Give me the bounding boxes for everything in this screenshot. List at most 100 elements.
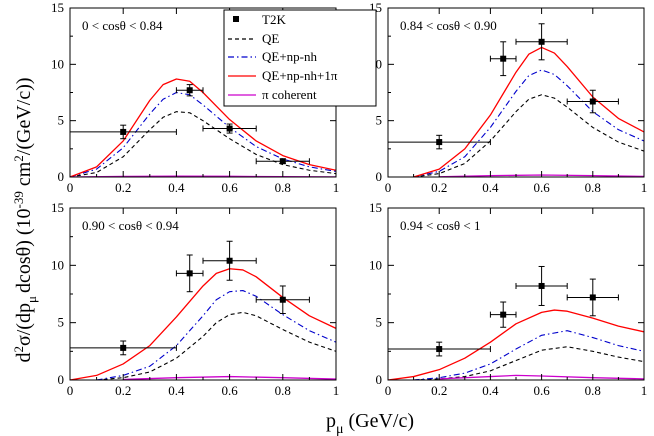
x-tick-label: 0.4 (168, 383, 185, 398)
legend-item-qe-npnh-1pi: QE+np-nh+1π (228, 68, 338, 83)
data-point (202, 123, 257, 134)
data-point (566, 278, 619, 317)
y-tick-label: 15 (51, 200, 64, 215)
y-tick-label: 0 (58, 169, 65, 184)
legend-marker-icon (233, 16, 239, 22)
series-group (388, 309, 644, 380)
x-tick-label: 0.2 (431, 383, 447, 398)
data-marker (538, 282, 545, 289)
series-group (413, 46, 644, 177)
series-line-qe (70, 111, 336, 177)
data-marker (436, 346, 443, 353)
panel-title: 0 < cosθ < 0.84 (82, 18, 163, 33)
x-tick-label: 0.2 (115, 180, 131, 195)
legend-item-qe-npnh: QE+np-nh (228, 49, 317, 64)
y-tick-label: 5 (58, 315, 65, 330)
data-marker (120, 128, 127, 135)
series-line-qe-npnh-1pi (70, 78, 336, 177)
legend-label: QE+np-nh (262, 49, 317, 64)
series-line-qe-npnh (413, 330, 644, 380)
data-point (175, 254, 204, 293)
x-tick-label: 0 (385, 180, 392, 195)
y-tick-label: 15 (369, 200, 382, 215)
series-line-qe-npnh-1pi (413, 46, 644, 177)
data-point (489, 41, 517, 77)
legend-item-qe: QE (228, 31, 279, 46)
x-tick-label: 0.8 (275, 180, 291, 195)
legend-item-pi-coherent: π coherent (228, 87, 317, 102)
y-axis-title: d2σ/(dpμdcosθ) (10-39 cm2/(GeV/c)) (11, 77, 39, 362)
x-tick-label: 0.8 (585, 383, 601, 398)
data-marker (589, 98, 596, 105)
data-point (515, 265, 568, 306)
data-marker (226, 125, 233, 132)
x-tick-label: 0.4 (482, 180, 499, 195)
y-tick-label: 0 (376, 372, 383, 387)
data-point (387, 134, 491, 150)
series-line-qe-npnh (70, 91, 336, 177)
y-tick-label: 10 (51, 257, 64, 272)
y-tick-label: 0 (58, 372, 65, 387)
y-tick-label: 10 (369, 257, 382, 272)
series-line-qe-npnh-1pi (388, 309, 644, 380)
data-marker (538, 38, 545, 45)
x-tick-label: 1 (641, 383, 648, 398)
data-point (566, 89, 619, 114)
x-tick-label: 1 (333, 180, 340, 195)
data-marker (186, 87, 193, 94)
data-marker (120, 344, 127, 351)
legend: T2K QE QE+np-nh QE+np-nh+1π π coherent (223, 9, 377, 107)
series-line-qe (413, 94, 644, 177)
data-point (255, 158, 310, 165)
x-tick-label: 0 (67, 180, 74, 195)
y-tick-label: 5 (376, 113, 383, 128)
x-tick-label: 0.2 (431, 180, 447, 195)
data-marker (279, 158, 286, 165)
data-point (489, 301, 517, 328)
data-marker (500, 311, 507, 318)
data-marker (589, 294, 596, 301)
data-point (202, 240, 257, 281)
x-tick-label: 0 (67, 383, 74, 398)
x-tick-label: 0.6 (221, 180, 238, 195)
series-line-qe-npnh (96, 290, 336, 380)
y-tick-label: 5 (58, 113, 65, 128)
x-tick-label: 0.4 (482, 383, 499, 398)
legend-label: QE (262, 31, 279, 46)
y-tick-label: 5 (376, 315, 383, 330)
legend-label: T2K (262, 12, 286, 27)
legend-label: π coherent (262, 87, 317, 102)
x-tick-label: 0.8 (585, 180, 601, 195)
x-axis-title: pμ (GeV/c) (326, 410, 414, 436)
data-point (255, 285, 310, 314)
data-marker (436, 139, 443, 146)
y-tick-label: 0 (376, 169, 383, 184)
y-tick-label: 10 (51, 56, 64, 71)
x-tick-label: 0.8 (275, 383, 291, 398)
legend-box (223, 9, 377, 107)
x-tick-label: 1 (333, 383, 340, 398)
series-line-pi-coherent (439, 374, 644, 380)
y-tick-label: 15 (51, 0, 64, 15)
panel-title: 0.94 < cosθ < 1 (400, 218, 480, 233)
series-line-qe-npnh (413, 69, 644, 177)
data-marker (279, 296, 286, 303)
data-point (175, 84, 204, 97)
x-tick-label: 0.4 (168, 180, 185, 195)
panel-title: 0.90 < cosθ < 0.94 (82, 218, 179, 233)
x-tick-label: 1 (641, 180, 648, 195)
x-tick-label: 0.6 (533, 383, 550, 398)
x-tick-label: 0.2 (115, 383, 131, 398)
data-point (515, 23, 568, 61)
x-tick-label: 0 (385, 383, 392, 398)
data-marker (226, 257, 233, 264)
legend-item-t2k: T2K (233, 12, 286, 27)
series-line-qe (96, 311, 336, 380)
x-tick-label: 0.6 (221, 383, 238, 398)
x-tick-label: 0.6 (533, 180, 550, 195)
data-marker (500, 55, 507, 62)
